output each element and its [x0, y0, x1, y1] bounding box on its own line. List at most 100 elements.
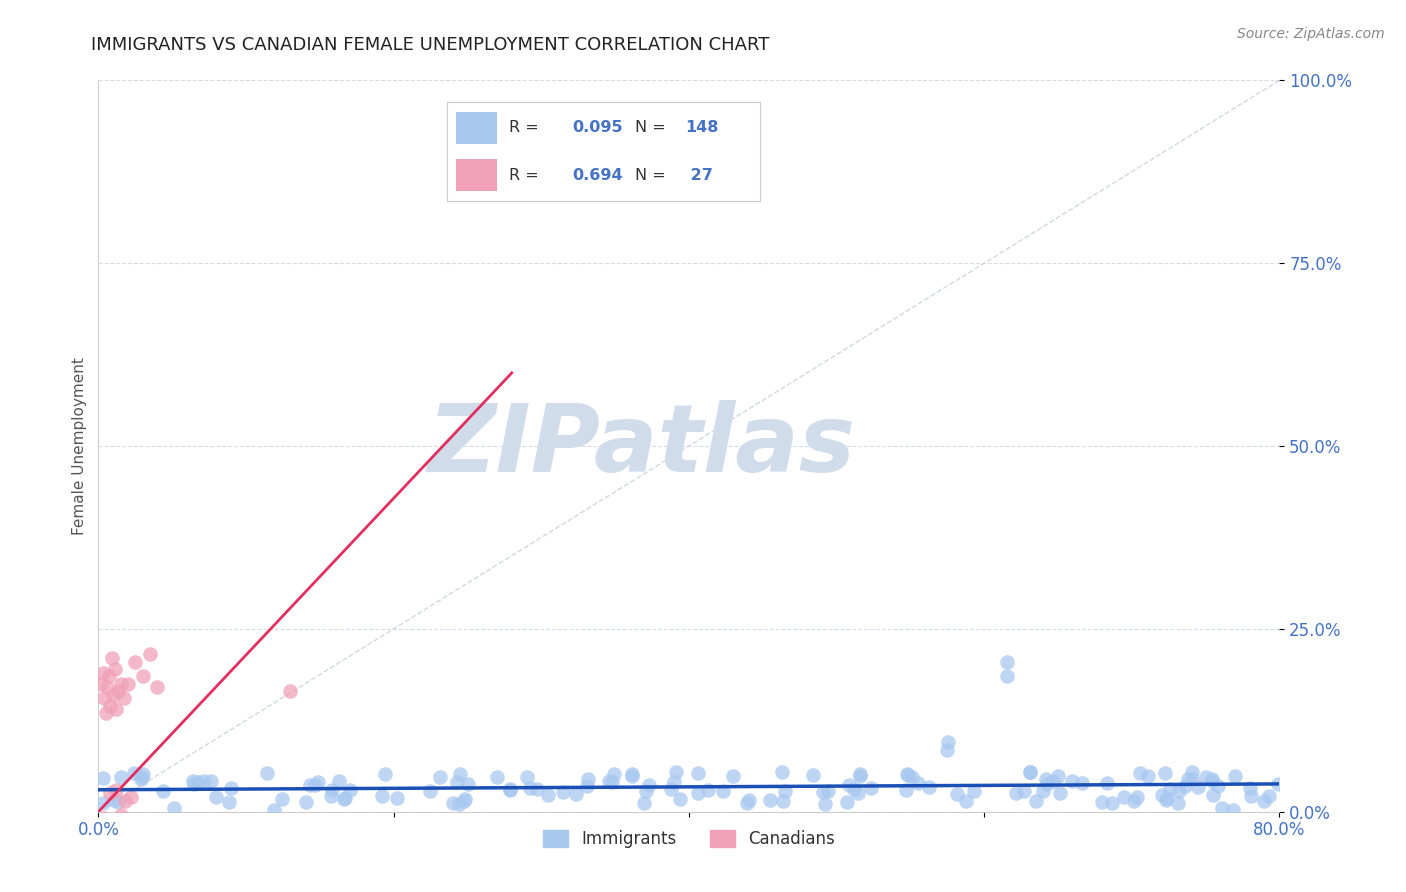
Point: [1153, 766, 1175, 780]
Point: [110, 771, 132, 785]
Point: [565, 787, 588, 801]
Point: [129, 772, 152, 787]
Point: [1239, 789, 1261, 804]
Point: [107, 684, 129, 698]
Point: [1253, 794, 1275, 808]
Point: [1012, 783, 1035, 797]
Point: [441, 796, 464, 810]
Point: [183, 774, 205, 789]
Point: [946, 788, 969, 802]
Point: [633, 796, 655, 810]
Point: [98, 787, 121, 801]
Point: [817, 783, 839, 797]
Point: [299, 778, 322, 792]
Point: [1168, 784, 1191, 798]
Point: [1071, 776, 1094, 790]
Point: [187, 775, 209, 789]
Point: [98, 698, 121, 713]
Point: [120, 790, 142, 805]
Point: [321, 789, 343, 804]
Point: [124, 655, 146, 669]
Point: [163, 801, 186, 815]
Point: [114, 794, 136, 808]
Point: [1018, 764, 1040, 779]
Point: [294, 795, 316, 809]
Point: [1181, 764, 1204, 779]
Point: [955, 794, 977, 808]
Point: [1042, 774, 1064, 789]
Point: [995, 655, 1018, 669]
Point: [918, 780, 941, 794]
Point: [1025, 794, 1047, 808]
Point: [304, 778, 326, 792]
Point: [131, 771, 153, 785]
Point: [1187, 780, 1209, 794]
Point: [263, 803, 285, 817]
Point: [117, 676, 139, 690]
Point: [1239, 780, 1261, 795]
Point: [499, 782, 522, 797]
Point: [485, 770, 508, 784]
Point: [1206, 779, 1229, 793]
Point: [1201, 773, 1223, 788]
Point: [205, 790, 228, 805]
Point: [860, 781, 883, 796]
Point: [848, 769, 870, 783]
Point: [551, 785, 574, 799]
Point: [668, 792, 690, 806]
Text: IMMIGRANTS VS CANADIAN FEMALE UNEMPLOYMENT CORRELATION CHART: IMMIGRANTS VS CANADIAN FEMALE UNEMPLOYME…: [91, 36, 769, 54]
Point: [773, 784, 796, 798]
Point: [1156, 791, 1178, 805]
Point: [91, 796, 114, 810]
Point: [453, 794, 475, 808]
Point: [447, 797, 470, 811]
Point: [848, 786, 870, 800]
Point: [837, 795, 859, 809]
Point: [849, 767, 872, 781]
Point: [321, 782, 343, 797]
Point: [935, 742, 957, 756]
Point: [1174, 779, 1197, 793]
Point: [307, 775, 329, 789]
Point: [93, 691, 115, 706]
Point: [576, 772, 599, 786]
Point: [91, 665, 114, 680]
Point: [621, 767, 644, 781]
Point: [1035, 777, 1057, 791]
Point: [97, 669, 120, 683]
Point: [901, 770, 924, 784]
Point: [1004, 786, 1026, 800]
Point: [1177, 772, 1199, 786]
Point: [1046, 769, 1069, 783]
Point: [457, 777, 479, 791]
Point: [200, 773, 222, 788]
Point: [936, 735, 959, 749]
Point: [385, 791, 408, 805]
Point: [665, 764, 688, 779]
Point: [418, 784, 440, 798]
Point: [429, 771, 451, 785]
Point: [105, 782, 128, 797]
Point: [814, 797, 837, 811]
Point: [1114, 789, 1136, 804]
Point: [1201, 772, 1223, 786]
Point: [1222, 803, 1244, 817]
Point: [1167, 796, 1189, 810]
Point: [697, 783, 720, 797]
Text: Source: ZipAtlas.com: Source: ZipAtlas.com: [1237, 27, 1385, 41]
Point: [638, 778, 661, 792]
Point: [97, 814, 120, 828]
Point: [110, 676, 132, 690]
Point: [598, 773, 620, 788]
Point: [772, 795, 794, 809]
Point: [1062, 774, 1084, 789]
Point: [373, 767, 395, 781]
Point: [454, 792, 477, 806]
Point: [770, 764, 793, 779]
Point: [256, 766, 278, 780]
Point: [1181, 772, 1204, 787]
Point: [801, 768, 824, 782]
Point: [907, 776, 929, 790]
Point: [1049, 786, 1071, 800]
Point: [1129, 766, 1152, 780]
